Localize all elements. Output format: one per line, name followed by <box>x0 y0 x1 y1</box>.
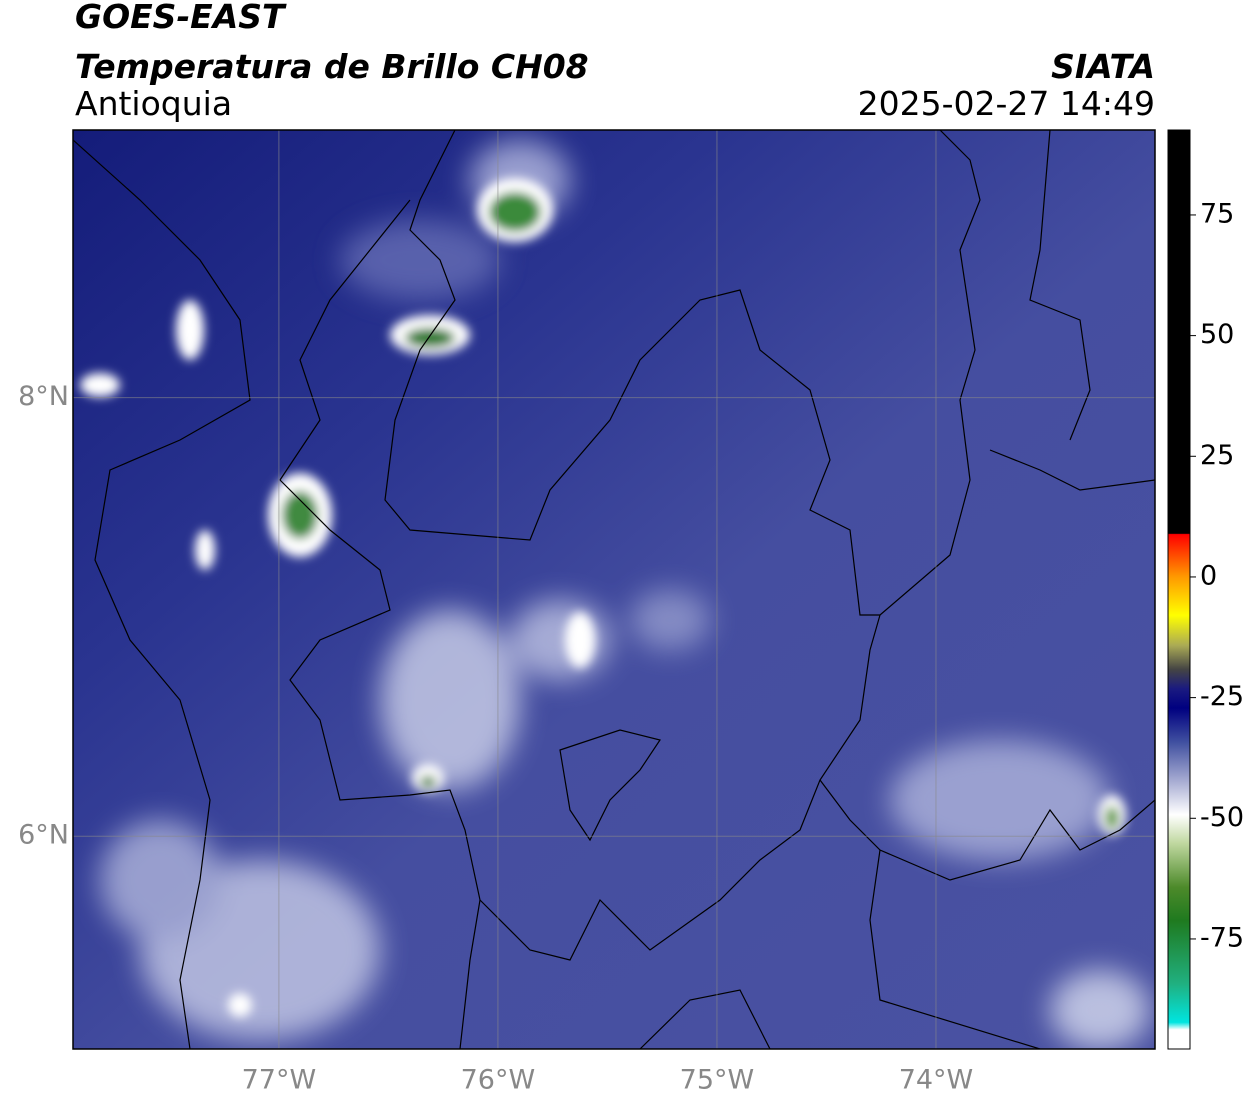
y-tick-label: 6°N <box>18 820 69 851</box>
x-tick-label: 76°W <box>461 1065 536 1096</box>
colorbar <box>1167 129 1191 1050</box>
x-tick-label: 75°W <box>680 1065 755 1096</box>
colorbar-tick-label: -25 <box>1200 681 1244 712</box>
x-tick-label: 74°W <box>899 1065 974 1096</box>
colorbar-tick-label: 0 <box>1200 560 1217 591</box>
timestamp: 2025-02-27 14:49 <box>858 84 1155 123</box>
colorbar-tick-label: -75 <box>1200 922 1244 953</box>
colorbar-tick-label: -50 <box>1200 802 1244 833</box>
colorbar-tick-label: 75 <box>1200 198 1234 229</box>
y-tick-label: 8°N <box>18 381 69 412</box>
map-image <box>73 130 1155 1049</box>
grid <box>73 130 1155 1049</box>
clouds <box>100 140 1150 1049</box>
x-tick-label: 77°W <box>242 1065 317 1096</box>
colorbar-tick-label: 50 <box>1200 319 1234 350</box>
agency: SIATA <box>1051 47 1155 86</box>
satellite: GOES-EAST <box>75 0 287 36</box>
region: Antioquia <box>75 84 232 123</box>
convective-cells <box>80 178 1126 1017</box>
colorbar-tick-label: 25 <box>1200 440 1234 471</box>
product: Temperatura de Brillo CH08 <box>75 47 589 86</box>
map-frame <box>72 129 1156 1050</box>
